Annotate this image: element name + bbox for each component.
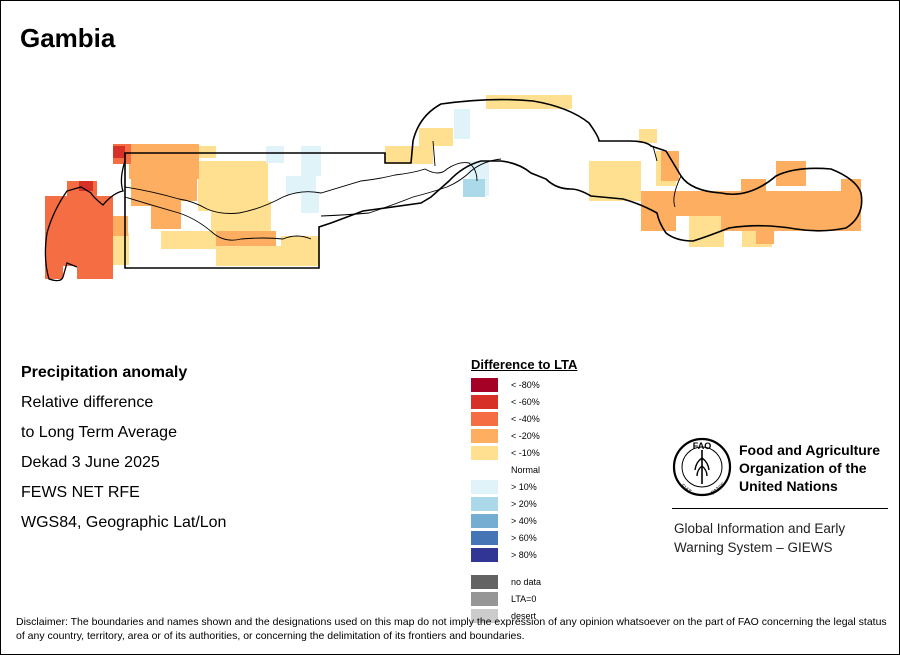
anomaly-cell [639, 129, 657, 143]
legend-swatch [471, 531, 498, 545]
anomaly-cell [63, 201, 108, 251]
country-boundary [44, 98, 863, 282]
giews-name: Global Information and Early Warning Sys… [674, 519, 845, 557]
legend-swatch [471, 575, 498, 589]
anomaly-cell [554, 95, 572, 109]
divider [672, 508, 888, 509]
svg-text:FIAT: FIAT [679, 483, 692, 495]
anomaly-cell [45, 259, 63, 279]
anomaly-cell [301, 191, 319, 213]
legend-label: < -10% [511, 448, 540, 458]
anomaly-cell [666, 191, 726, 216]
legend-swatch [471, 446, 498, 460]
legend-swatch [471, 592, 498, 606]
info-line-projection: WGS84, Geographic Lat/Lon [21, 514, 227, 531]
legend-swatch [471, 609, 498, 623]
disclaimer: Disclaimer: The boundaries and names sho… [16, 616, 887, 642]
legend-swatch [471, 548, 498, 562]
anomaly-cell [486, 95, 556, 109]
coastline [44, 160, 126, 282]
info-line-period: Dekad 3 June 2025 [21, 454, 160, 471]
fao-name-line: United Nations [739, 478, 838, 494]
legend-label: > 60% [511, 533, 537, 543]
anomaly-cell [266, 146, 284, 163]
gambia-river [124, 140, 682, 241]
legend-label: no data [511, 577, 542, 587]
anomaly-cell [113, 233, 129, 265]
anomaly-cell [281, 236, 319, 248]
anomaly-cell [216, 246, 319, 266]
anomaly-cell [77, 249, 113, 279]
anomaly-cell [79, 181, 93, 191]
fao-logo-icon: FAO FIAT PANIS [672, 437, 732, 497]
legend-swatch [471, 463, 498, 477]
anomaly-cells [45, 95, 861, 279]
anomaly-cell [454, 109, 470, 139]
legend-title: Difference to LTA [471, 357, 578, 372]
anomaly-cell [463, 179, 485, 197]
info-line-source: FEWS NET RFE [21, 484, 140, 501]
info-line-title: Precipitation anomaly [21, 364, 188, 381]
fao-name-line: Food and Agriculture [739, 442, 881, 458]
legend-label: > 80% [511, 550, 537, 560]
fao-name-line: Organization of the [739, 460, 867, 476]
svg-text:FAO: FAO [693, 441, 712, 451]
anomaly-cell [181, 161, 197, 201]
anomaly-cell [301, 146, 321, 176]
gambia-border [124, 98, 863, 269]
anomaly-cell [841, 179, 861, 199]
anomaly-cell [113, 146, 125, 158]
anomaly-cell [589, 161, 641, 201]
legend-label: < -60% [511, 397, 540, 407]
legend-swatch [471, 378, 498, 392]
legend-label: LTA=0 [511, 594, 537, 604]
anomaly-cell [756, 226, 774, 244]
giews-line: Global Information and Early [674, 521, 846, 536]
giews-line: Warning System – GIEWS [674, 540, 833, 555]
legend-swatch [471, 514, 498, 528]
legend-swatch [471, 480, 498, 494]
fao-name: Food and Agriculture Organization of the… [739, 441, 880, 495]
legend-label: < -40% [511, 414, 540, 424]
info-line-measure: Relative difference [21, 394, 154, 411]
anomaly-cell [661, 151, 679, 181]
legend-swatch [471, 497, 498, 511]
anomaly-cell [741, 179, 766, 199]
anomaly-cell [286, 176, 316, 194]
legend-swatch [471, 429, 498, 443]
anomaly-cell [385, 146, 433, 164]
anomaly-cell [419, 128, 453, 146]
legend-label: desert [511, 611, 537, 621]
legend-label: > 20% [511, 499, 537, 509]
anomaly-cell [161, 231, 216, 249]
anomaly-cell [151, 201, 181, 229]
legend-label: < -80% [511, 380, 540, 390]
legend-swatch [471, 395, 498, 409]
legend-label: > 40% [511, 516, 537, 526]
legend-label: < -20% [511, 431, 540, 441]
anomaly-cell [689, 213, 724, 247]
legend-swatch [471, 412, 498, 426]
legend-label: Normal [511, 465, 541, 475]
info-line-reference: to Long Term Average [21, 424, 177, 441]
map-title: Gambia [20, 23, 116, 53]
legend-label: > 10% [511, 482, 537, 492]
